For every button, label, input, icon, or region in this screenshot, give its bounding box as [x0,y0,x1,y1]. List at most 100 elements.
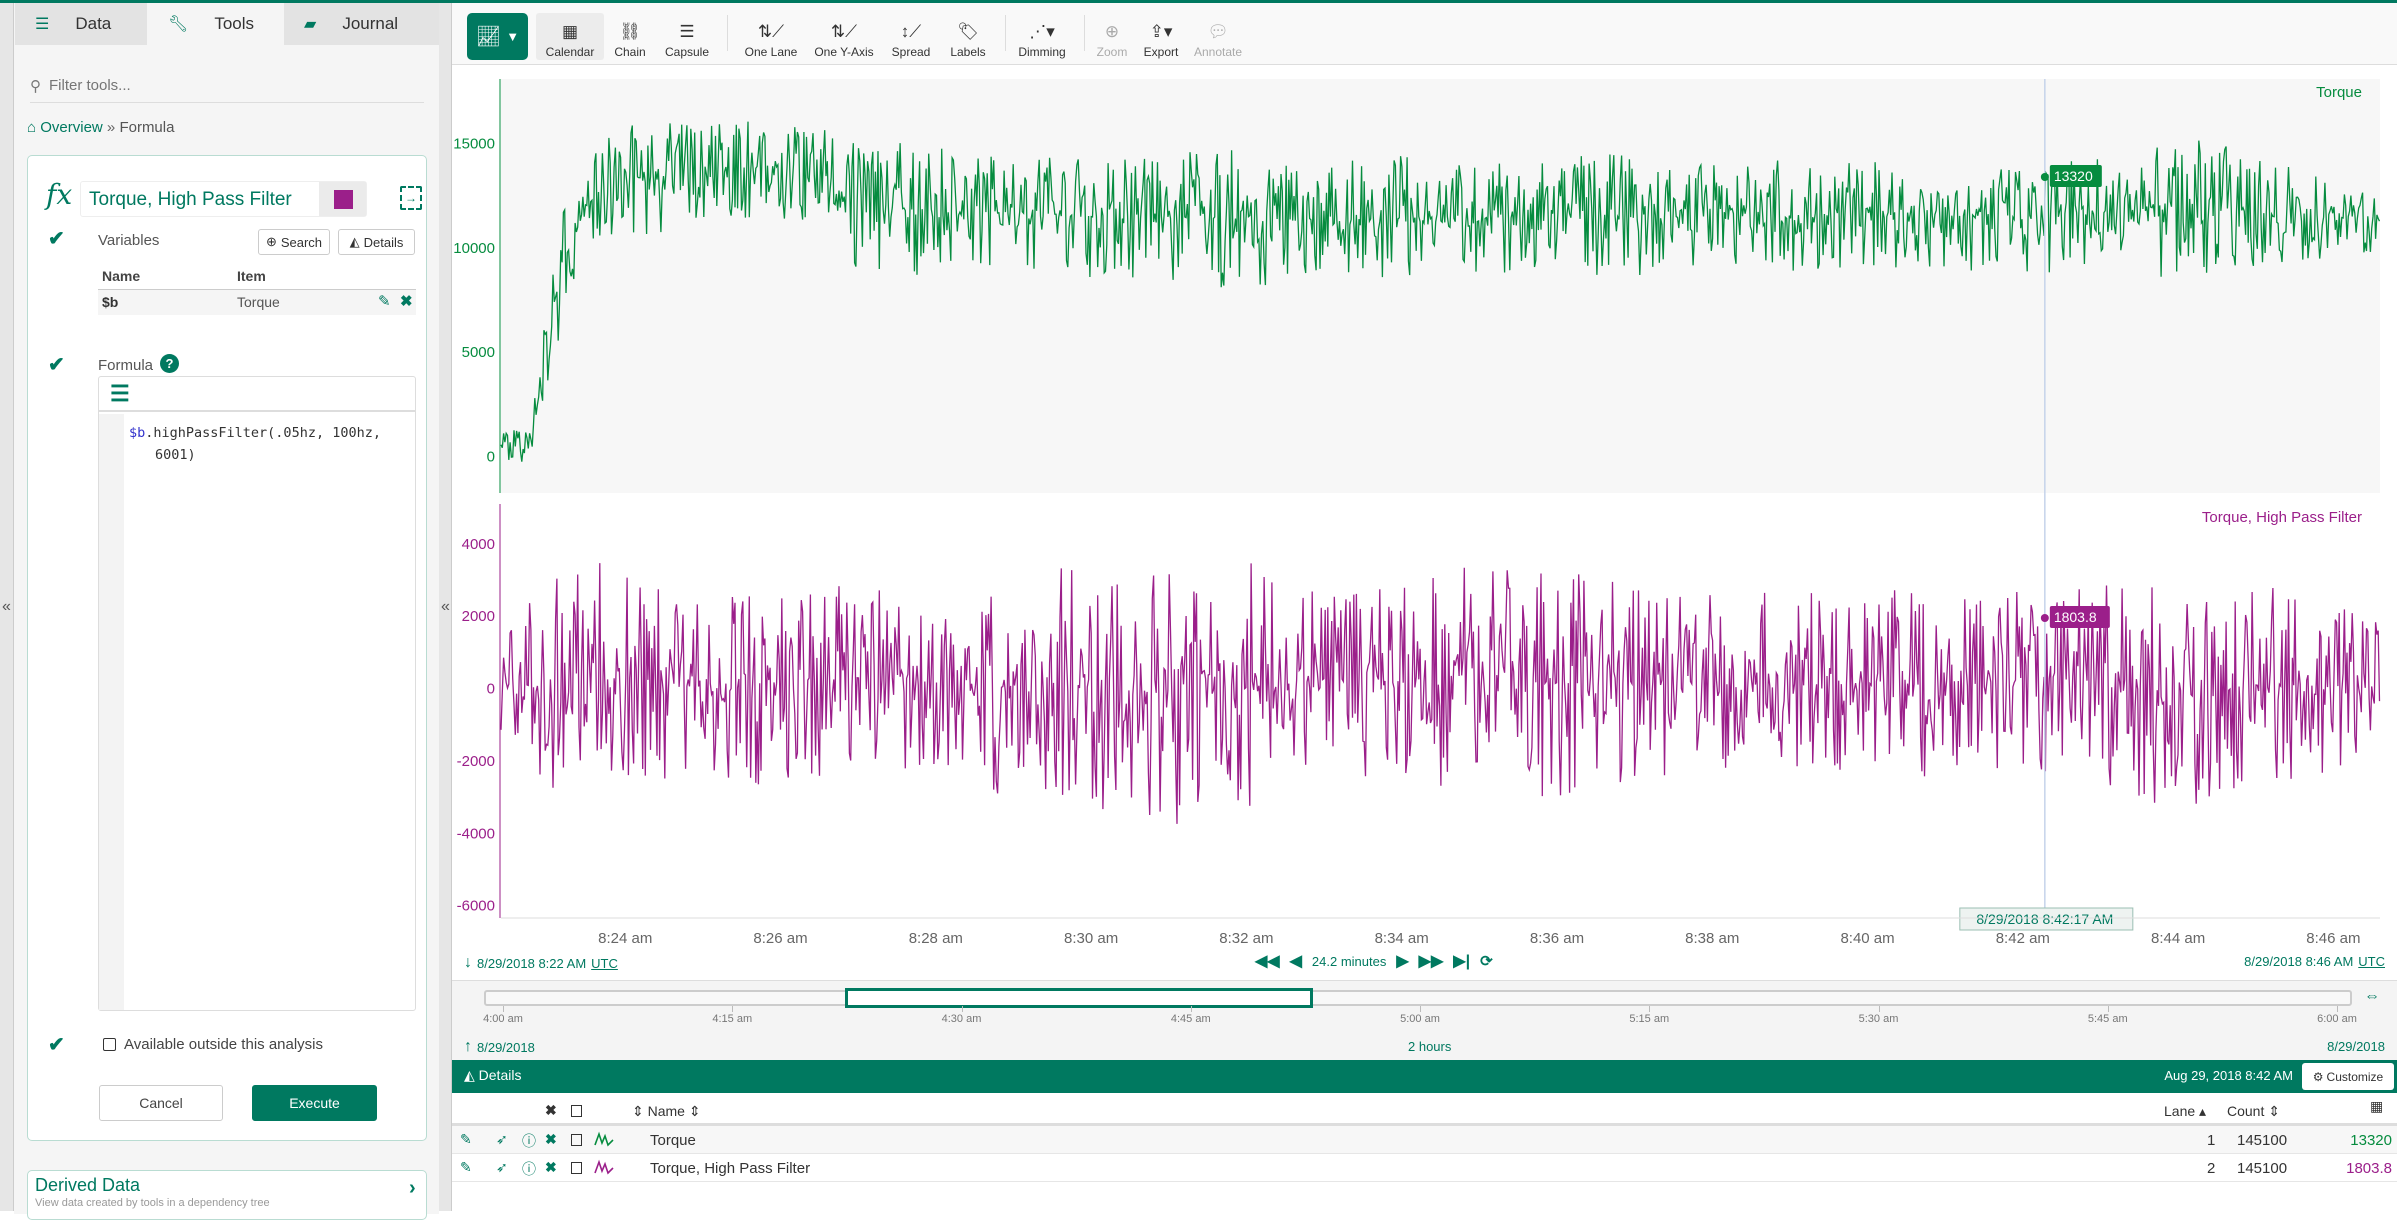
toolbar-dimming-button[interactable]: ⋰▾ Dimming [1018,11,1065,60]
filter-tools-input[interactable] [49,77,389,94]
jump-to-now-icon[interactable]: ▶| [1453,953,1471,970]
gears-icon: ⚙ [2312,1069,2324,1084]
toolbar-zoom-button[interactable]: ⊕ Zoom [1097,11,1128,60]
overview-tick-mark [961,1006,963,1012]
toolbar-spread-button[interactable]: ↕⟋ Spread [892,11,931,60]
formula-card: fx Torque, High Pass Filter → ✔ Variable… [27,155,427,1141]
count-column-header[interactable]: Count ⇕ [2227,1103,2280,1120]
refresh-icon[interactable]: ⟳ [1480,953,1493,970]
overview-duration[interactable]: 2 hours [1408,1039,1452,1054]
toolbar-one-lane-button[interactable]: ⇅⟋ One Lane [745,11,798,60]
database-icon: ☰ [35,16,50,33]
checkmark-icon: ✔ [48,354,65,376]
execute-button[interactable]: Execute [252,1085,377,1121]
code-variable: $b [129,425,146,441]
timezone-link[interactable]: UTC [2358,954,2385,969]
filter-tools[interactable]: ⚲ [30,69,424,103]
count-header-text: Count [2227,1103,2265,1119]
toolbar-chain-button[interactable]: ⛓ Chain [614,11,645,60]
toolbar-one-y-axis-button[interactable]: ⇅⟋ One Y-Axis [814,11,873,60]
toolbar-calendar-button[interactable]: ▦ Calendar [546,11,595,60]
y-tick-label: 5000 [462,344,495,361]
derived-data-card[interactable]: Derived Data View data created by tools … [27,1170,427,1220]
overview-selection[interactable] [844,988,1314,1008]
left-collapse-strip[interactable]: « [0,3,14,1211]
color-picker[interactable] [319,182,366,216]
column-settings-icon[interactable]: ▦ [2370,1098,2384,1114]
search-button[interactable]: ⊕ Search [258,229,330,255]
overview-start-date[interactable]: 8/29/2018 [477,1039,535,1055]
y-tick-label: 0 [487,681,495,698]
sort-icon: ⇕ [632,1103,644,1119]
tab-journal[interactable]: ▰ Journal [284,3,439,45]
format-icon[interactable]: ☰ [110,381,130,406]
display-range-start[interactable]: ↓ 8/29/2018 8:22 AM UTC [464,954,618,972]
timezone-link[interactable]: UTC [591,955,618,971]
select-all-checkbox[interactable] [571,1105,582,1117]
overview-tick-label: 5:15 am [1629,1013,1670,1025]
row-name: Torque, High Pass Filter [650,1160,811,1177]
overview-end-date[interactable]: 8/29/2018 [2327,1039,2385,1054]
edit-icon[interactable]: ✎ [460,1159,472,1175]
step-back-full-icon[interactable]: ◀◀ [1255,953,1280,970]
start-time[interactable]: 8/29/2018 8:22 AM [477,955,587,971]
overview-zoom-icon[interactable]: ⇔ [2364,988,2380,1005]
details-header: ◭ Details Aug 29, 2018 8:42 AM ⚙ Customiz… [452,1060,2397,1093]
customize-button[interactable]: ⚙ Customize [2302,1063,2394,1090]
info-icon[interactable]: ⓘ [522,1133,536,1149]
trend-chart[interactable]: 0 5000 10000 15000 Torque -6000 -4000 -2000 0 200… [452,67,2397,957]
overview-tick-label: 4:00 am [483,1013,523,1025]
formula-editor[interactable]: ☰ $b.highPassFilter(.05hz, 100hz, 6001) [98,376,416,1011]
overview-start[interactable]: ↑ 8/29/2018 [464,1038,535,1056]
display-range-end[interactable]: 8/29/2018 8:46 AM UTC [2244,954,2385,969]
details-row[interactable]: ✎ ➶ ⓘ ✖ Torque, High Pass Filter 2 14510… [452,1154,2397,1182]
available-label: Available outside this analysis [124,1036,324,1053]
edit-icon[interactable]: ✎ [460,1131,472,1147]
x-tick-label: 8:44 am [2151,930,2205,947]
rocket-icon[interactable]: ➶ [496,1131,508,1147]
toolbar-export-button[interactable]: ⇪▾ Export [1144,11,1179,60]
help-icon[interactable]: ? [160,354,179,373]
y-tick-label: 10000 [453,240,495,257]
step-forward-icon[interactable]: ▶ [1396,953,1409,970]
remove-icon[interactable]: ✖ [400,293,413,310]
info-icon[interactable]: ⓘ [522,1161,536,1177]
lane-title: Torque [2316,84,2362,101]
toolbar-capsule-button[interactable]: ☰ Capsule [665,11,709,60]
pencil-icon[interactable]: ✎ [378,293,391,310]
step-back-icon[interactable]: ◀ [1289,953,1302,970]
remove-icon[interactable]: ✖ [545,1131,557,1147]
row-checkbox[interactable] [571,1162,582,1174]
cancel-button[interactable]: Cancel [99,1085,223,1121]
tab-tools[interactable]: 🔧︎ Tools [148,3,283,45]
breadcrumb-overview[interactable]: Overview [40,119,103,136]
name-column-header[interactable]: ⇕ Name ⇕ [632,1103,701,1120]
variables-label: Variables [98,232,160,249]
row-checkbox[interactable] [571,1134,582,1146]
details-row[interactable]: ✎ ➶ ⓘ ✖ Torque 1 145100 13320 [452,1126,2397,1154]
lane-column-header[interactable]: Lane ▴ [2164,1103,2206,1120]
name-input-value[interactable]: Torque, High Pass Filter [89,189,292,210]
available-checkbox[interactable] [103,1038,116,1051]
tab-data[interactable]: ☰ Data [15,3,147,45]
step-forward-full-icon[interactable]: ▶▶ [1418,953,1444,970]
details-button[interactable]: ◭ Details [338,229,415,255]
tools-panel: ☰ Data 🔧︎ Tools ▰ Journal ⚲ ⌂ Overview » Fo… [14,3,439,1220]
toolbar-annotate-button[interactable]: 💬︎ Annotate [1194,11,1242,60]
duration-value[interactable]: 24.2 minutes [1311,953,1387,969]
sort-icon: ⇕ [688,1103,701,1119]
cursor-time-label: 8/29/2018 8:42:17 AM [1976,911,2113,927]
details-table-header: ✖ ⇕ Name ⇕ Lane ▴ Count ⇕ ▦ [452,1097,2397,1126]
tab-label: Data [75,14,112,33]
remove-icon[interactable]: ✖ [545,1159,557,1175]
formula-code[interactable]: $b.highPassFilter(.05hz, 100hz, 6001) [129,422,381,466]
view-selector-button[interactable]: 📈︎ ▼ [467,13,528,60]
end-time[interactable]: 8/29/2018 8:46 AM [2244,954,2354,969]
toolbar-labels-button[interactable]: 🏷︎ Labels [950,11,985,60]
name-field[interactable]: Torque, High Pass Filter [80,181,367,217]
middle-collapse-strip[interactable]: « [439,3,452,1211]
overview-track[interactable] [484,990,2352,1006]
dock-panel-icon[interactable]: → [400,186,422,210]
rocket-icon[interactable]: ➶ [496,1159,508,1175]
remove-all-icon[interactable]: ✖ [545,1102,557,1118]
